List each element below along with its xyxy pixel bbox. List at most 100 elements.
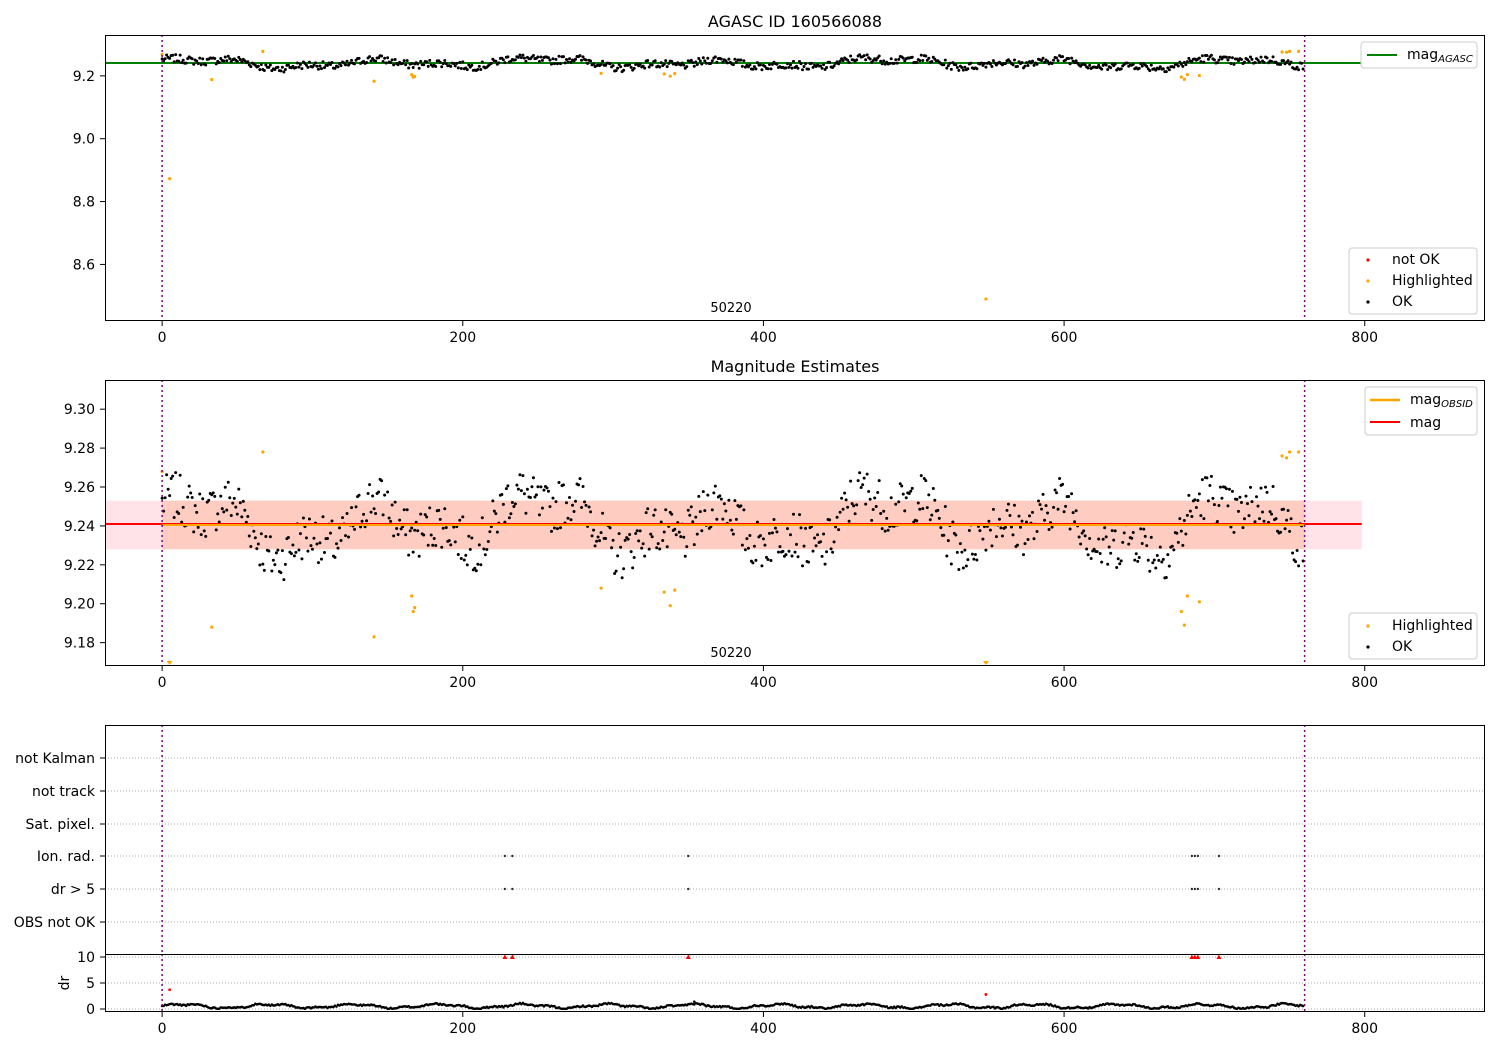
ok-point (635, 529, 639, 533)
ok-point (426, 64, 430, 68)
ok-point (561, 483, 565, 487)
ok-point (966, 558, 970, 562)
ok-point (849, 54, 853, 58)
dr-clipped-marker (1216, 954, 1222, 959)
ok-point (1224, 55, 1228, 59)
ok-point (465, 563, 469, 567)
ok-point (849, 479, 853, 483)
panel2-legend-top: magOBSID mag (1364, 386, 1478, 436)
ok-point (608, 62, 612, 66)
ok-point (698, 510, 702, 514)
ok-point (1187, 493, 1191, 497)
ok-point (682, 63, 686, 67)
ok-point (846, 58, 850, 62)
ok-point (377, 490, 381, 494)
ok-point (283, 562, 287, 566)
ok-point (1155, 554, 1159, 558)
ok-point (703, 59, 707, 63)
ok-point (408, 529, 412, 533)
ok-point (283, 67, 287, 71)
ok-point (832, 540, 836, 544)
y-tick-label: 9.0 (73, 132, 95, 148)
ok-point (291, 543, 295, 547)
ok-point (353, 62, 357, 66)
ok-point (601, 59, 605, 63)
legend-mag-label: mag (1410, 415, 1441, 431)
dr-point (1301, 1004, 1305, 1008)
ok-point (619, 545, 623, 549)
ok-point (1149, 63, 1153, 67)
ok-point (924, 54, 928, 58)
ok-point (670, 512, 674, 516)
ok-point (1239, 58, 1243, 62)
ok-point (802, 544, 806, 548)
ok-point (304, 536, 308, 540)
highlighted-point (662, 72, 666, 76)
ok-point (396, 63, 400, 67)
ok-point (1040, 507, 1044, 511)
ok-point (246, 60, 250, 64)
ok-point (728, 518, 732, 522)
ok-point (697, 494, 701, 498)
ok-point (682, 535, 686, 539)
ok-point (477, 543, 481, 547)
ok-point (392, 63, 396, 67)
ok-point (970, 552, 974, 556)
ok-point (955, 550, 959, 554)
ok-point (725, 61, 729, 65)
ok-point (561, 55, 565, 59)
ok-point (555, 62, 559, 66)
ok-point (1139, 62, 1143, 66)
ok-point (659, 61, 663, 65)
ok-point (885, 516, 889, 520)
ok-point (767, 531, 771, 535)
ok-point (1279, 530, 1283, 534)
ok-point (846, 505, 850, 509)
ok-point (345, 59, 349, 63)
ok-point (810, 61, 814, 65)
ok-point (770, 531, 774, 535)
ok-point (658, 547, 662, 551)
ok-point (638, 529, 642, 533)
highlighted-point (599, 71, 603, 75)
ok-point (991, 507, 995, 511)
ok-point (1242, 60, 1246, 64)
ok-point (1164, 576, 1168, 580)
ok-point (434, 64, 438, 68)
ok-point (1043, 518, 1047, 522)
ok-point (1020, 61, 1024, 65)
flag-row-label: Ion. rad. (37, 849, 95, 865)
ok-point (1104, 63, 1108, 67)
ok-point (467, 63, 471, 67)
panel1-plot-area (105, 35, 1362, 321)
ok-point (1035, 530, 1039, 534)
ok-point (1122, 531, 1126, 535)
ok-point (1261, 510, 1265, 514)
ok-point (961, 566, 965, 570)
ok-point (213, 57, 217, 61)
ok-point (195, 59, 199, 63)
flag-point (503, 854, 507, 858)
ok-point (799, 62, 803, 66)
ok-point (1015, 64, 1019, 68)
ok-point (632, 66, 636, 70)
flag-row-label: OBS not OK (14, 915, 96, 931)
ok-point (721, 60, 725, 64)
panel2-title: Magnitude Estimates (711, 357, 880, 376)
flag-point (1217, 887, 1221, 891)
ok-point (1020, 519, 1024, 523)
ok-point (1227, 55, 1231, 59)
ok-point (410, 526, 414, 530)
ok-point (689, 58, 693, 62)
flag-point (1196, 854, 1200, 858)
flag-point (1193, 854, 1197, 858)
dr-clipped-marker (509, 954, 515, 959)
ok-point (686, 508, 690, 512)
ok-point (695, 63, 699, 67)
ok-point (640, 546, 644, 550)
ok-point (1140, 64, 1144, 68)
ok-point (536, 55, 540, 59)
ok-point (1061, 55, 1065, 59)
ok-point (880, 527, 884, 531)
ok-point (1037, 499, 1041, 503)
